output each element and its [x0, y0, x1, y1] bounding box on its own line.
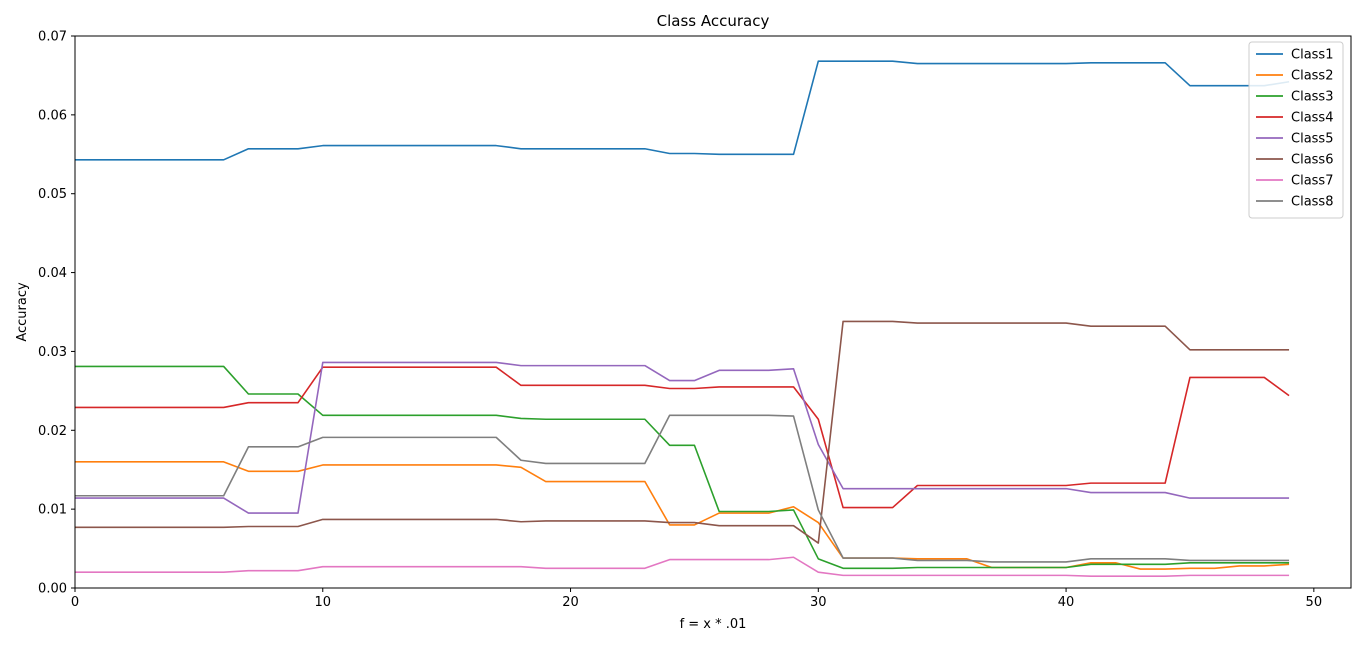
y-tick-label: 0.05	[38, 187, 67, 202]
y-tick-label: 0.02	[38, 424, 67, 439]
series-line-class2	[75, 461, 1290, 570]
chart-title: Class Accuracy	[657, 12, 770, 30]
legend-label-class6: Class6	[1291, 153, 1333, 168]
series-layer	[75, 60, 1290, 577]
x-tick-label: 30	[810, 595, 827, 610]
y-axis-title: Accuracy	[15, 282, 30, 342]
y-tick-label: 0.03	[38, 345, 67, 360]
legend-label-class4: Class4	[1291, 111, 1333, 126]
series-line-class8	[75, 414, 1290, 563]
legend-label-class3: Class3	[1291, 90, 1333, 105]
x-tick-label: 20	[562, 595, 579, 610]
y-tick-label: 0.07	[38, 30, 67, 45]
x-axis-title: f = x * .01	[680, 617, 747, 632]
series-line-class5	[75, 361, 1290, 514]
y-tick-label: 0.04	[38, 266, 67, 281]
legend-box	[1248, 41, 1344, 219]
legend-label-class7: Class7	[1291, 174, 1333, 189]
series-line-class1	[75, 60, 1290, 161]
series-line-class3	[75, 365, 1290, 570]
series-line-class6	[75, 320, 1290, 544]
legend-label-class5: Class5	[1291, 132, 1333, 147]
series-line-class7	[75, 556, 1290, 577]
x-tick-label: 10	[314, 595, 331, 610]
series-line-class4	[75, 366, 1290, 509]
legend-label-class8: Class8	[1291, 195, 1333, 210]
legend-label-class1: Class1	[1291, 48, 1333, 63]
x-tick-label: 50	[1306, 595, 1323, 610]
plot-frame	[74, 35, 1352, 589]
x-tick-label: 40	[1058, 595, 1075, 610]
y-tick-label: 0.06	[38, 108, 67, 123]
x-tick-label: 0	[71, 595, 79, 610]
legend-label-class2: Class2	[1291, 69, 1333, 84]
legend: Class1 Class2 Class3 Class4 Class5 Class6 Clas…	[1248, 41, 1344, 219]
y-tick-label: 0.01	[38, 503, 67, 518]
axes-layer: 0 10 20 30 40 50 0.00 0.01 0.02 0.03 0.04 0.05 0.06 0…	[38, 30, 1352, 610]
y-tick-label: 0.00	[38, 582, 67, 597]
